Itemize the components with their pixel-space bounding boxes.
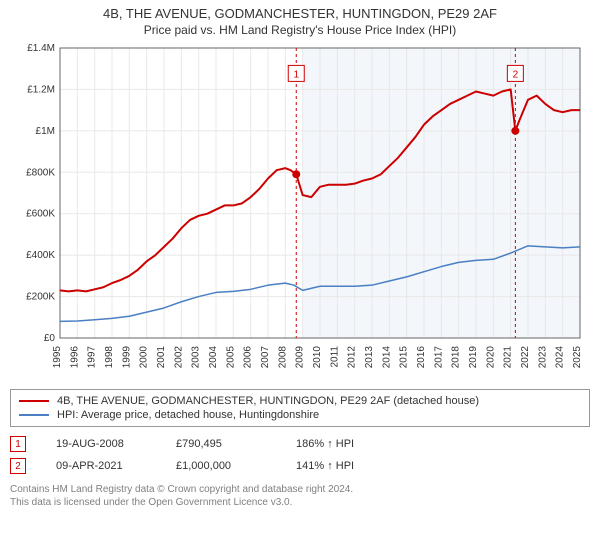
svg-text:1997: 1997 [87,346,98,369]
chart-container: 4B, THE AVENUE, GODMANCHESTER, HUNTINGDO… [0,0,600,513]
svg-text:2: 2 [513,69,519,80]
svg-text:2019: 2019 [468,346,479,369]
svg-text:£1M: £1M [36,126,55,137]
markers-table: 1 19-AUG-2008 £790,495 186% ↑ HPI 2 09-A… [10,433,590,477]
footer-attribution: Contains HM Land Registry data © Crown c… [10,483,590,509]
svg-text:2001: 2001 [156,346,167,369]
legend-item: HPI: Average price, detached house, Hunt… [19,408,581,422]
svg-text:1995: 1995 [52,346,63,369]
footer-line: This data is licensed under the Open Gov… [10,496,590,509]
legend-item: 4B, THE AVENUE, GODMANCHESTER, HUNTINGDO… [19,394,581,408]
svg-text:1999: 1999 [121,346,132,369]
legend-label: 4B, THE AVENUE, GODMANCHESTER, HUNTINGDO… [57,395,479,407]
marker-hpi-ratio: 141% ↑ HPI [296,460,386,472]
svg-text:2023: 2023 [537,346,548,369]
legend-swatch [19,400,49,402]
svg-text:2006: 2006 [243,346,254,369]
marker-price: £790,495 [176,438,266,450]
svg-text:2014: 2014 [381,346,392,369]
marker-hpi-ratio: 186% ↑ HPI [296,438,386,450]
svg-text:2003: 2003 [191,346,202,369]
legend-label: HPI: Average price, detached house, Hunt… [57,409,319,421]
marker-row: 1 19-AUG-2008 £790,495 186% ↑ HPI [10,433,590,455]
svg-text:2022: 2022 [520,346,531,369]
svg-text:2008: 2008 [277,346,288,369]
svg-text:2004: 2004 [208,346,219,369]
marker-date: 19-AUG-2008 [56,438,146,450]
svg-text:2005: 2005 [225,346,236,369]
svg-text:2021: 2021 [503,346,514,369]
svg-text:1998: 1998 [104,346,115,369]
chart-title-line2: Price paid vs. HM Land Registry's House … [10,23,590,37]
svg-text:£200K: £200K [26,292,55,303]
svg-text:£1.2M: £1.2M [27,84,55,95]
svg-text:£600K: £600K [26,209,55,220]
svg-text:2016: 2016 [416,346,427,369]
chart-svg: £0 £200K £400K £600K £800K £1M £1.2M £1.4M 1995 1… [10,43,590,383]
svg-text:2015: 2015 [399,346,410,369]
svg-text:£0: £0 [44,333,56,344]
svg-text:1996: 1996 [69,346,80,369]
svg-text:2024: 2024 [555,346,566,369]
marker-tag: 1 [10,436,26,452]
svg-text:2011: 2011 [329,346,340,368]
svg-text:2013: 2013 [364,346,375,369]
svg-text:2002: 2002 [173,346,184,369]
svg-text:£1.4M: £1.4M [27,43,55,54]
svg-text:2017: 2017 [433,346,444,369]
footer-line: Contains HM Land Registry data © Crown c… [10,483,590,496]
marker-tag: 2 [10,458,26,474]
legend-swatch [19,414,49,416]
svg-text:2025: 2025 [572,346,583,369]
chart-title-line1: 4B, THE AVENUE, GODMANCHESTER, HUNTINGDO… [10,6,590,21]
svg-text:1: 1 [293,69,299,80]
svg-text:2009: 2009 [295,346,306,369]
svg-text:2000: 2000 [139,346,150,369]
line-chart: £0 £200K £400K £600K £800K £1M £1.2M £1.4M 1995 1… [10,43,590,383]
legend: 4B, THE AVENUE, GODMANCHESTER, HUNTINGDO… [10,389,590,427]
marker-price: £1,000,000 [176,460,266,472]
svg-text:£800K: £800K [26,167,55,178]
svg-text:2012: 2012 [347,346,358,369]
marker-date: 09-APR-2021 [56,460,146,472]
svg-text:2010: 2010 [312,346,323,369]
marker-row: 2 09-APR-2021 £1,000,000 141% ↑ HPI [10,455,590,477]
svg-text:2020: 2020 [485,346,496,369]
svg-text:2007: 2007 [260,346,271,369]
svg-text:£400K: £400K [26,250,55,261]
svg-text:2018: 2018 [451,346,462,369]
